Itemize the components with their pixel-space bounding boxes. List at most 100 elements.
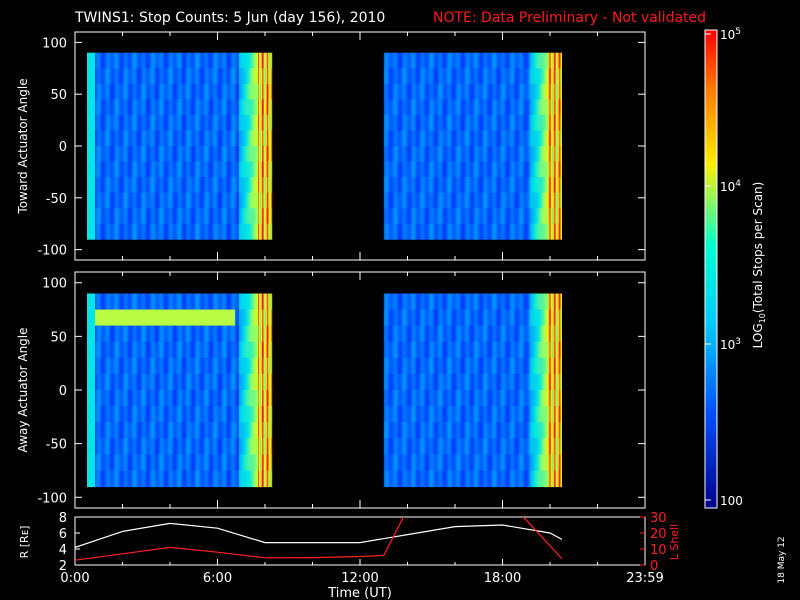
heatmap-cell: [109, 161, 111, 178]
heatmap-cell: [249, 177, 251, 194]
heatmap-cell: [512, 192, 514, 209]
heatmap-cell: [546, 146, 548, 162]
heatmap-cell: [236, 161, 238, 178]
heatmap-cell: [185, 83, 187, 100]
heatmap-cell: [461, 223, 463, 240]
heatmap-cell: [133, 422, 135, 439]
heatmap-cell: [413, 99, 415, 116]
heatmap-cell: [247, 223, 249, 240]
heatmap-cell: [187, 130, 189, 147]
heatmap-cell: [119, 325, 121, 343]
heatmap-cell: [515, 130, 517, 147]
heatmap-cell: [271, 130, 273, 147]
heatmap-cell: [144, 130, 146, 147]
heatmap-cell: [432, 114, 434, 131]
heatmap-cell: [88, 470, 90, 488]
heatmap-cell: [473, 208, 475, 225]
heatmap-cell: [486, 130, 488, 147]
heatmap-cell: [481, 114, 483, 131]
heatmap-cell: [118, 325, 120, 343]
heatmap-cell: [425, 130, 427, 147]
heatmap-cell: [395, 114, 397, 131]
heatmap-cell: [107, 83, 109, 100]
heatmap-cell: [519, 146, 521, 162]
heatmap-cell: [434, 130, 436, 147]
heatmap-cell: [148, 146, 150, 162]
heatmap-cell: [473, 114, 475, 131]
heatmap-cell: [389, 146, 391, 162]
heatmap-cell: [423, 161, 425, 178]
heatmap-cell: [521, 52, 523, 69]
heatmap-cell: [521, 177, 523, 194]
heatmap-cell: [95, 422, 97, 439]
heatmap-cell: [409, 192, 411, 209]
heatmap-cell: [523, 208, 525, 225]
heatmap-cell: [139, 161, 141, 178]
heatmap-cell: [436, 146, 438, 162]
heatmap-cell: [389, 114, 391, 131]
heatmap-cell: [97, 293, 99, 311]
heatmap-cell: [199, 208, 201, 225]
heatmap-cell: [157, 208, 159, 225]
heatmap-cell: [396, 83, 398, 100]
heatmap-cell: [397, 208, 399, 225]
heatmap-cell: [387, 146, 389, 162]
heatmap-cell: [148, 52, 150, 69]
heatmap-cell: [410, 223, 412, 240]
heatmap-cell: [124, 454, 126, 471]
heatmap-cell: [215, 146, 217, 162]
heatmap-cell: [199, 177, 201, 194]
heatmap-cell: [432, 223, 434, 240]
heatmap-cell: [103, 68, 105, 85]
heatmap-cell: [270, 177, 272, 194]
heatmap-cell: [139, 177, 141, 194]
heatmap-cell: [125, 52, 127, 69]
heatmap-cell: [494, 223, 496, 240]
heatmap-cell: [478, 208, 480, 225]
heatmap-cell: [134, 208, 136, 225]
heatmap-cell: [548, 223, 550, 240]
heatmap-cell: [408, 52, 410, 69]
heatmap-cell: [513, 161, 515, 178]
heatmap-cell: [168, 146, 170, 162]
heatmap-cell: [237, 99, 239, 116]
heatmap-cell: [517, 146, 519, 162]
heatmap-cell: [110, 341, 112, 359]
heatmap-cell: [118, 293, 120, 311]
heatmap-cell: [535, 223, 537, 240]
heatmap-cell: [115, 99, 117, 116]
heatmap-cell: [199, 68, 201, 85]
heatmap-cell: [516, 83, 518, 100]
heatmap-cell: [528, 68, 530, 85]
heatmap-cell: [180, 192, 182, 209]
heatmap-cell: [545, 223, 547, 240]
heatmap-cell: [496, 161, 498, 178]
heatmap-cell: [130, 208, 132, 225]
heatmap-cell: [121, 325, 123, 343]
heatmap-cell: [104, 422, 106, 439]
heatmap-cell: [391, 130, 393, 147]
heatmap-cell: [142, 146, 144, 162]
heatmap-cell: [219, 130, 221, 147]
heatmap-cell: [92, 341, 94, 359]
heatmap-cell: [506, 68, 508, 85]
heatmap-cell: [172, 161, 174, 178]
heatmap-cell: [90, 341, 92, 359]
heatmap-cell: [121, 161, 123, 178]
heatmap-cell: [112, 341, 114, 359]
heatmap-cell: [507, 99, 509, 116]
heatmap-cell: [113, 293, 115, 311]
heatmap-cell: [99, 309, 101, 327]
heatmap-cell: [147, 192, 149, 209]
heatmap-cell: [498, 52, 500, 69]
heatmap-cell: [403, 161, 405, 178]
heatmap-cell: [448, 114, 450, 131]
heatmap-cell: [109, 293, 111, 311]
heatmap-cell: [254, 223, 256, 240]
heatmap-cell: [524, 52, 526, 69]
heatmap-cell: [95, 83, 97, 100]
heatmap-cell: [223, 223, 225, 240]
heatmap-cell: [90, 325, 92, 343]
heatmap-cell: [250, 177, 252, 194]
heatmap-cell: [468, 208, 470, 225]
